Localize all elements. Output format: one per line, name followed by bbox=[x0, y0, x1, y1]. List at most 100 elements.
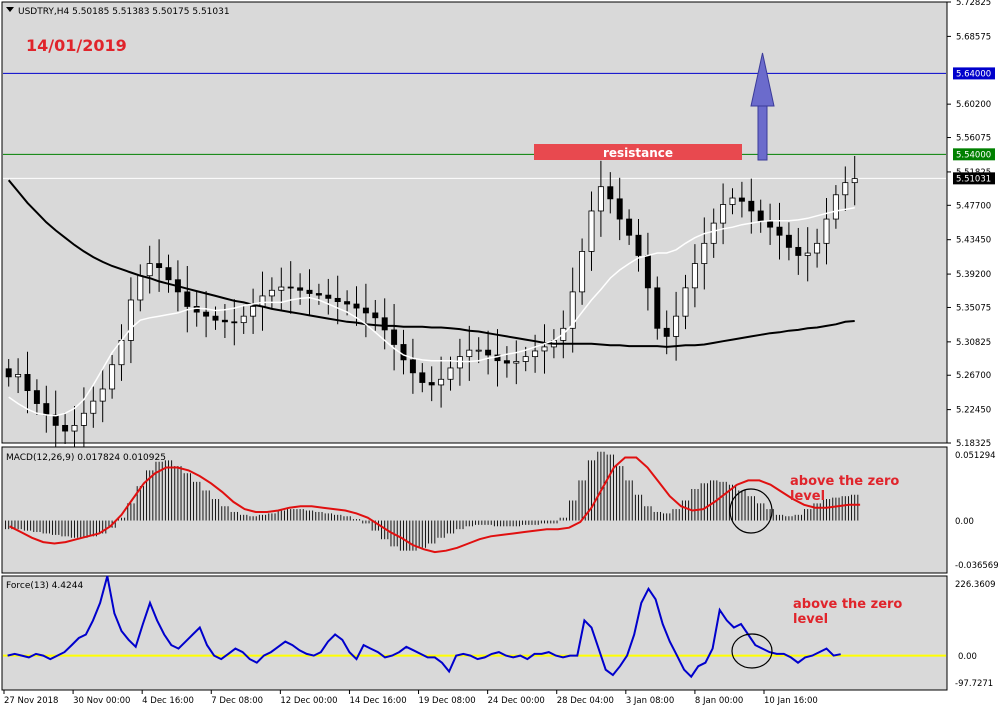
price-levels: 5.64000 5.54000 5.51031 bbox=[3, 67, 995, 185]
candle-body bbox=[663, 327, 670, 337]
candle-body bbox=[494, 354, 501, 362]
x-tick-label: 30 Nov 00:00 bbox=[73, 696, 130, 706]
candle-body bbox=[221, 319, 228, 323]
candle-body bbox=[767, 221, 774, 228]
price-axis-ticks: 5.728255.685755.602005.560755.518255.477… bbox=[947, 0, 991, 449]
blue-level-label: 5.64000 bbox=[956, 69, 991, 79]
price-tick-label: 5.47700 bbox=[956, 201, 991, 211]
candle-body bbox=[287, 286, 294, 289]
blue-level-tag bbox=[953, 67, 995, 80]
macd-annotation-line2: level bbox=[790, 489, 825, 504]
candle-body bbox=[729, 197, 736, 205]
candle-body bbox=[52, 414, 59, 426]
candle-body bbox=[362, 307, 369, 314]
candle-body bbox=[250, 306, 257, 317]
up-arrow-icon bbox=[750, 52, 775, 161]
candle-body bbox=[5, 368, 12, 378]
candle-body bbox=[118, 340, 125, 366]
candle-body bbox=[673, 315, 680, 337]
price-tick-label: 5.56075 bbox=[956, 134, 991, 144]
price-candles bbox=[5, 155, 858, 452]
force-tick-bottom: -97.7271 bbox=[955, 679, 993, 689]
candle-body bbox=[33, 390, 40, 404]
candle-body bbox=[607, 186, 614, 200]
candle-body bbox=[851, 178, 858, 184]
force-index-line bbox=[7, 575, 841, 679]
candle-body bbox=[616, 198, 623, 220]
macd-tick-zero: 0.00 bbox=[955, 517, 974, 527]
symbol-triangle-icon bbox=[6, 7, 14, 12]
candle-body bbox=[832, 194, 839, 220]
candle-body bbox=[353, 303, 360, 309]
candle-body bbox=[15, 374, 22, 378]
price-tick-label: 5.35075 bbox=[956, 303, 991, 313]
price-tick-label: 5.68575 bbox=[956, 32, 991, 42]
candle-body bbox=[503, 360, 510, 364]
current-price-label: 5.51031 bbox=[956, 174, 991, 184]
candle-body bbox=[315, 293, 322, 296]
macd-panel[interactable]: MACD(12,26,9) 0.017824 0.010925 0.051294… bbox=[1, 446, 998, 574]
candle-body bbox=[381, 317, 388, 331]
candle-body bbox=[391, 329, 398, 345]
green-level-tag bbox=[953, 148, 995, 161]
candle-body bbox=[409, 359, 416, 374]
candle-body bbox=[127, 299, 134, 341]
candle-body bbox=[344, 301, 351, 305]
sma-slow-line bbox=[7, 179, 855, 348]
candle-body bbox=[475, 349, 482, 352]
x-tick-label: 24 Dec 00:00 bbox=[488, 696, 545, 706]
candle-body bbox=[184, 291, 191, 307]
candle-body bbox=[156, 263, 163, 269]
x-tick-label: 14 Dec 16:00 bbox=[349, 696, 406, 706]
candle-body bbox=[62, 425, 69, 432]
candle-body bbox=[268, 289, 275, 297]
price-tick-label: 5.30825 bbox=[956, 338, 991, 348]
candle-body bbox=[165, 267, 172, 281]
candle-body bbox=[757, 210, 764, 222]
price-tick-label: 5.43450 bbox=[956, 236, 991, 246]
candle-body bbox=[193, 306, 200, 313]
price-tick-label: 5.39200 bbox=[956, 270, 991, 280]
macd-highlight-circle bbox=[729, 488, 773, 534]
x-tick-label: 12 Dec 00:00 bbox=[280, 696, 337, 706]
force-tick-top: 226.3609 bbox=[955, 580, 996, 590]
candle-body bbox=[278, 286, 285, 291]
candle-body bbox=[297, 287, 304, 291]
candle-body bbox=[710, 222, 717, 244]
price-panel[interactable]: 5.728255.685755.602005.560755.518255.477… bbox=[1, 0, 995, 452]
symbol-info: USDTRY,H4 5.50185 5.51383 5.50175 5.5103… bbox=[18, 7, 230, 17]
candle-body bbox=[43, 403, 50, 416]
candle-body bbox=[579, 251, 586, 293]
candle-body bbox=[748, 200, 755, 212]
candle-body bbox=[90, 400, 97, 414]
candle-body bbox=[682, 287, 689, 317]
candle-body bbox=[738, 197, 745, 202]
price-tick-label: 5.26700 bbox=[956, 371, 991, 381]
force-panel[interactable]: Force(13) 4.4244 226.3609 0.00 -97.7271 … bbox=[1, 575, 996, 691]
candle-body bbox=[438, 378, 445, 386]
candle-body bbox=[654, 287, 661, 329]
candle-body bbox=[569, 291, 576, 329]
candle-body bbox=[456, 356, 463, 369]
resistance-box bbox=[534, 144, 742, 160]
candle-body bbox=[597, 186, 604, 212]
x-tick-label: 8 Jan 00:00 bbox=[695, 696, 743, 706]
force-highlight-circle bbox=[731, 633, 773, 669]
force-title: Force(13) 4.4244 bbox=[6, 581, 83, 591]
force-plot-area bbox=[1, 575, 948, 691]
candle-body bbox=[428, 382, 435, 386]
candle-body bbox=[804, 252, 811, 256]
force-tick-zero: 0.00 bbox=[958, 652, 977, 662]
macd-histogram bbox=[5, 451, 859, 551]
candle-body bbox=[259, 295, 266, 307]
candle-body bbox=[231, 321, 238, 324]
macd-title: MACD(12,26,9) 0.017824 0.010925 bbox=[6, 453, 166, 463]
macd-annotation-line1: above the zero bbox=[790, 474, 899, 489]
x-tick-label: 28 Dec 04:00 bbox=[557, 696, 614, 706]
date-label: 14/01/2019 bbox=[26, 36, 127, 55]
candle-body bbox=[99, 388, 106, 402]
candle-body bbox=[400, 344, 407, 361]
macd-tick-bottom: -0.036569 bbox=[955, 561, 998, 571]
candle-body bbox=[522, 356, 529, 362]
